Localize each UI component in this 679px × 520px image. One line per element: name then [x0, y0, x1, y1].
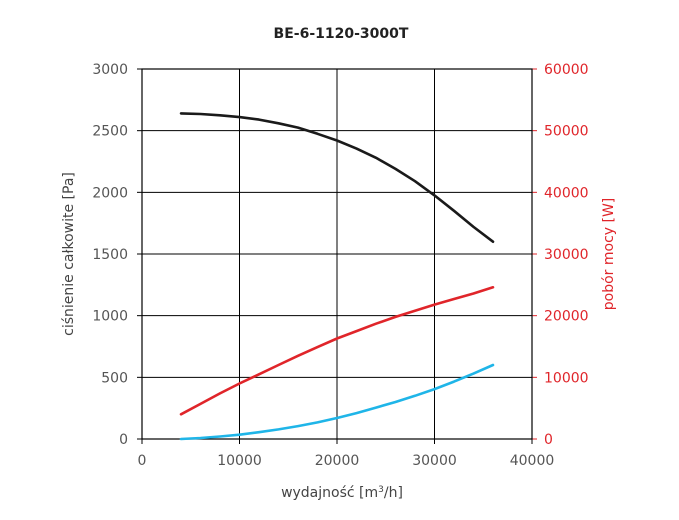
y-tick-label: 2000 — [92, 185, 128, 201]
y-tick-label: 1000 — [92, 309, 128, 325]
y-tick-label: 2500 — [92, 124, 128, 140]
x-axis-label: wydajność [m3/h] — [281, 485, 403, 501]
grid — [137, 68, 537, 444]
tick-labels: 0 10000 20000 30000 400000500100015002000250… — [92, 62, 588, 469]
x-axis-label-tail: /h] — [384, 485, 403, 501]
x-tick-label: 40000 — [510, 453, 555, 469]
y2-tick-label: 10000 — [544, 370, 589, 386]
y2-tick-label: 40000 — [544, 185, 589, 201]
y2-tick-label: 30000 — [544, 247, 589, 263]
y2-tick-label: 50000 — [544, 124, 589, 140]
chart-title: BE-6-1120-3000T — [274, 26, 409, 42]
y-axis-label: ciśnienie całkowite [Pa] — [61, 172, 77, 336]
x-tick-label: 0 — [138, 453, 147, 469]
x-tick-label: 10000 — [217, 453, 262, 469]
series-line-power-curve — [179, 285, 495, 416]
series-layer — [179, 112, 495, 441]
y2-tick-label: 20000 — [544, 309, 589, 325]
series-line-low-curve — [179, 363, 495, 441]
y2-axis-label: pobór mocy [W] — [601, 198, 617, 311]
plot-frame — [141, 68, 533, 440]
series-line-pressure-curve — [179, 112, 495, 243]
x-tick-label: 30000 — [412, 453, 457, 469]
x-tick-label: 20000 — [315, 453, 360, 469]
y2-tick-label: 0 — [544, 432, 553, 448]
y-tick-label: 0 — [119, 432, 128, 448]
x-axis-label-main: wydajność [m — [281, 485, 378, 501]
y2-tick-label: 60000 — [544, 62, 589, 78]
y-tick-label: 1500 — [92, 247, 128, 263]
x-axis-label-superscript: 3 — [378, 485, 384, 495]
y-tick-label: 500 — [101, 370, 128, 386]
y-tick-label: 3000 — [92, 62, 128, 78]
